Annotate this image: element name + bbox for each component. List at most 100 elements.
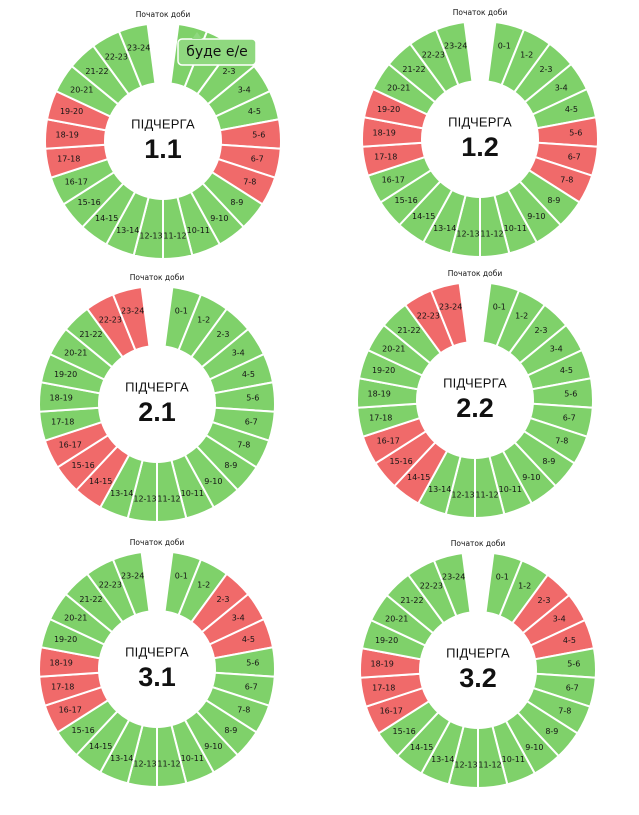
hour-label: 14-15 <box>412 212 435 221</box>
hour-label: 21-22 <box>85 67 108 76</box>
hour-label: 16-17 <box>65 178 88 187</box>
donut-chart: 0-11-22-33-44-55-66-77-88-99-1010-1111-1… <box>44 10 282 261</box>
hour-label: 20-21 <box>382 344 405 353</box>
hour-label: 5-6 <box>564 390 577 399</box>
hour-label: 8-9 <box>224 461 237 470</box>
hour-label: 15-16 <box>389 457 412 466</box>
hour-label: 15-16 <box>394 196 417 205</box>
hour-label: 21-22 <box>402 65 425 74</box>
hour-label: 13-14 <box>110 754 133 763</box>
hour-label: 11-12 <box>480 230 503 239</box>
hour-label: 10-11 <box>504 224 527 233</box>
hour-segment-23-24-on[interactable] <box>117 22 157 89</box>
hour-label: 19-20 <box>372 366 395 375</box>
hour-label: 7-8 <box>560 176 573 185</box>
hour-label: 13-14 <box>110 489 133 498</box>
hour-label: 21-22 <box>400 596 423 605</box>
hour-segment-23-24-on[interactable] <box>434 20 474 87</box>
hour-label: 9-10 <box>522 473 540 482</box>
hour-label: 8-9 <box>224 726 237 735</box>
hour-label: 17-18 <box>57 155 80 164</box>
schedule-wheel-2-2: 0-1 1-2 2-3 3-4 4-5 5-6 6-7 7-8 8-9 9-10 10-11 11-1… <box>330 255 620 545</box>
queue-number: 3.2 <box>459 663 497 693</box>
hour-label: 16-17 <box>59 706 82 715</box>
hour-label: 6-7 <box>566 684 579 693</box>
hour-label: 19-20 <box>54 635 77 644</box>
hour-label: 22-23 <box>99 581 122 590</box>
hour-label: 21-22 <box>79 330 102 339</box>
hour-label: 19-20 <box>375 636 398 645</box>
hour-label: 3-4 <box>238 85 251 94</box>
hour-label: 15-16 <box>71 461 94 470</box>
hour-label: 16-17 <box>59 441 82 450</box>
hour-segment-23-24-on[interactable] <box>432 551 472 618</box>
hour-label: 20-21 <box>70 85 93 94</box>
hour-segment-23-24-off[interactable] <box>429 281 469 348</box>
hour-label: 2-3 <box>222 67 235 76</box>
hour-label: 22-23 <box>420 582 443 591</box>
hour-label: 5-6 <box>246 659 259 668</box>
day-start-label: Початок доби <box>448 269 503 278</box>
hour-label: 23-24 <box>444 42 467 51</box>
hour-label: 16-17 <box>380 707 403 716</box>
hour-label: 15-16 <box>77 198 100 207</box>
hour-label: 9-10 <box>525 743 543 752</box>
donut-chart: 0-11-22-33-44-55-66-77-88-99-1010-1111-1… <box>356 269 594 520</box>
queue-label: ПІДЧЕРГА <box>443 376 507 391</box>
hour-label: 7-8 <box>237 441 250 450</box>
day-start-label: Початок доби <box>130 273 185 282</box>
hour-label: 13-14 <box>431 755 454 764</box>
hour-label: 2-3 <box>534 326 547 335</box>
hour-label: 4-5 <box>565 105 578 114</box>
hour-label: 22-23 <box>99 316 122 325</box>
schedule-wheel-1-2: 0-1 1-2 2-3 3-4 4-5 5-6 6-7 7-8 8-9 9-10 10-11 11-1… <box>335 0 625 284</box>
hour-label: 20-21 <box>64 613 87 622</box>
hour-label: 14-15 <box>95 214 118 223</box>
hour-label: 10-11 <box>499 485 522 494</box>
hour-label: 4-5 <box>563 636 576 645</box>
hour-label: 14-15 <box>407 473 430 482</box>
hour-segment-23-24-off[interactable] <box>111 285 151 352</box>
hour-label: 0-1 <box>493 303 506 312</box>
hour-label: 3-4 <box>553 614 566 623</box>
hour-label: 22-23 <box>105 53 128 62</box>
hour-label: 4-5 <box>248 107 261 116</box>
hour-label: 11-12 <box>478 761 501 770</box>
queue-number: 1.1 <box>144 134 182 164</box>
hour-label: 9-10 <box>527 212 545 221</box>
hour-label: 14-15 <box>89 477 112 486</box>
hour-label: 10-11 <box>181 754 204 763</box>
queue-label: ПІДЧЕРГА <box>446 646 510 661</box>
hour-label: 12-13 <box>456 230 479 239</box>
queue-number: 3.1 <box>138 662 176 692</box>
hour-segment-23-24-on[interactable] <box>111 550 151 617</box>
hour-label: 2-3 <box>216 330 229 339</box>
hour-label: 17-18 <box>374 153 397 162</box>
hour-label: 2-3 <box>537 596 550 605</box>
hour-label: 0-1 <box>175 307 188 316</box>
schedule-wheel-3-2: 0-1 1-2 2-3 3-4 4-5 5-6 6-7 7-8 8-9 9-10 10-11 11-1… <box>333 525 623 815</box>
hour-label: 18-19 <box>50 659 73 668</box>
hour-label: 11-12 <box>475 491 498 500</box>
hour-label: 4-5 <box>242 370 255 379</box>
hour-label: 6-7 <box>251 155 264 164</box>
hour-label: 9-10 <box>210 214 228 223</box>
hour-label: 12-13 <box>133 495 156 504</box>
hour-label: 0-1 <box>175 572 188 581</box>
hour-label: 17-18 <box>372 684 395 693</box>
hour-label: 1-2 <box>197 581 210 590</box>
hour-label: 10-11 <box>502 755 525 764</box>
queue-label: ПІДЧЕРГА <box>125 380 189 395</box>
hour-label: 3-4 <box>550 344 563 353</box>
hour-label: 20-21 <box>387 83 410 92</box>
hour-label: 1-2 <box>515 312 528 321</box>
hour-label: 14-15 <box>89 742 112 751</box>
hour-label: 1-2 <box>197 316 210 325</box>
hour-label: 20-21 <box>385 614 408 623</box>
hour-label: 3-4 <box>555 83 568 92</box>
hour-label: 13-14 <box>433 224 456 233</box>
hour-label: 12-13 <box>133 760 156 769</box>
hour-label: 15-16 <box>392 727 415 736</box>
hour-label: 1-2 <box>520 51 533 60</box>
hour-label: 6-7 <box>245 683 258 692</box>
